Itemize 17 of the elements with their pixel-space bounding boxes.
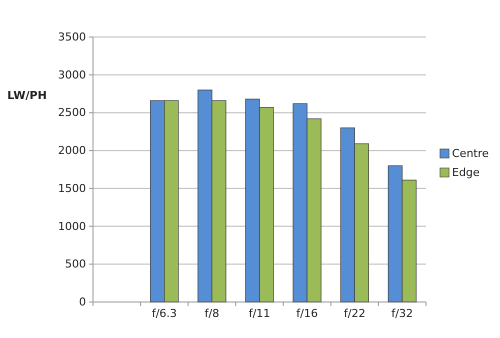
x-tick-label: f/22 — [344, 307, 366, 320]
legend-label: Centre — [452, 147, 490, 160]
x-tick-label: f/11 — [248, 307, 270, 320]
y-tick-label: 0 — [79, 296, 86, 309]
y-axis-title: LW/PH — [7, 89, 47, 102]
x-tick-label: f/8 — [204, 307, 220, 320]
y-tick-label: 500 — [65, 258, 86, 271]
y-tick-label: 3500 — [58, 30, 86, 44]
y-tick-label: 1500 — [58, 182, 86, 195]
x-tick-label: f/32 — [391, 307, 414, 320]
y-tick-label: 2500 — [58, 106, 86, 120]
y-tick-label: 2000 — [58, 144, 86, 158]
y-tick-label: 1000 — [58, 220, 86, 233]
legend-label: Edge — [452, 166, 480, 179]
x-tick-label: f/16 — [296, 307, 318, 320]
x-tick-label: f/6.3 — [152, 307, 177, 320]
y-tick-label: 3000 — [58, 68, 86, 82]
